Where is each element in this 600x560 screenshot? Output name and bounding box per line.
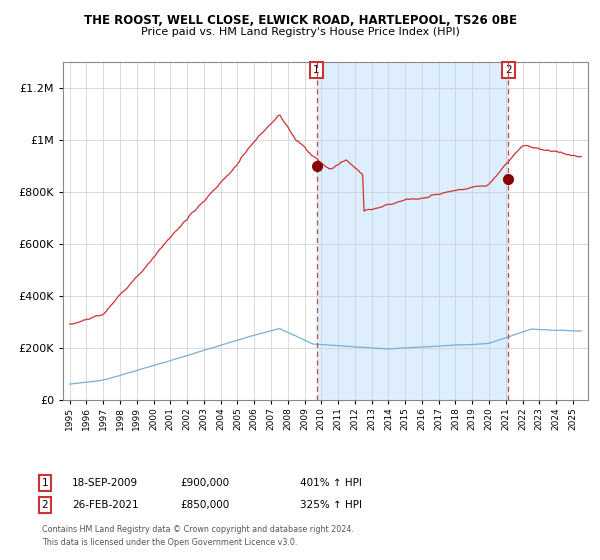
Text: 325% ↑ HPI: 325% ↑ HPI [300, 500, 362, 510]
Legend: THE ROOST, WELL CLOSE, ELWICK ROAD, HARTLEPOOL, TS26 0BE (detached house), HPI: : THE ROOST, WELL CLOSE, ELWICK ROAD, HART… [5, 260, 462, 300]
Text: 401% ↑ HPI: 401% ↑ HPI [300, 478, 362, 488]
Text: Contains HM Land Registry data © Crown copyright and database right 2024.: Contains HM Land Registry data © Crown c… [42, 525, 354, 534]
Text: £900,000: £900,000 [180, 478, 229, 488]
Text: 26-FEB-2021: 26-FEB-2021 [72, 500, 139, 510]
Text: Price paid vs. HM Land Registry's House Price Index (HPI): Price paid vs. HM Land Registry's House … [140, 27, 460, 37]
Text: 2: 2 [41, 500, 49, 510]
Text: £850,000: £850,000 [180, 500, 229, 510]
Text: 1: 1 [41, 478, 49, 488]
Text: 18-SEP-2009: 18-SEP-2009 [72, 478, 138, 488]
Text: 1: 1 [313, 65, 320, 75]
Text: 2: 2 [505, 65, 512, 75]
Text: THE ROOST, WELL CLOSE, ELWICK ROAD, HARTLEPOOL, TS26 0BE: THE ROOST, WELL CLOSE, ELWICK ROAD, HART… [83, 14, 517, 27]
Text: This data is licensed under the Open Government Licence v3.0.: This data is licensed under the Open Gov… [42, 538, 298, 547]
Bar [317, 62, 508, 400]
